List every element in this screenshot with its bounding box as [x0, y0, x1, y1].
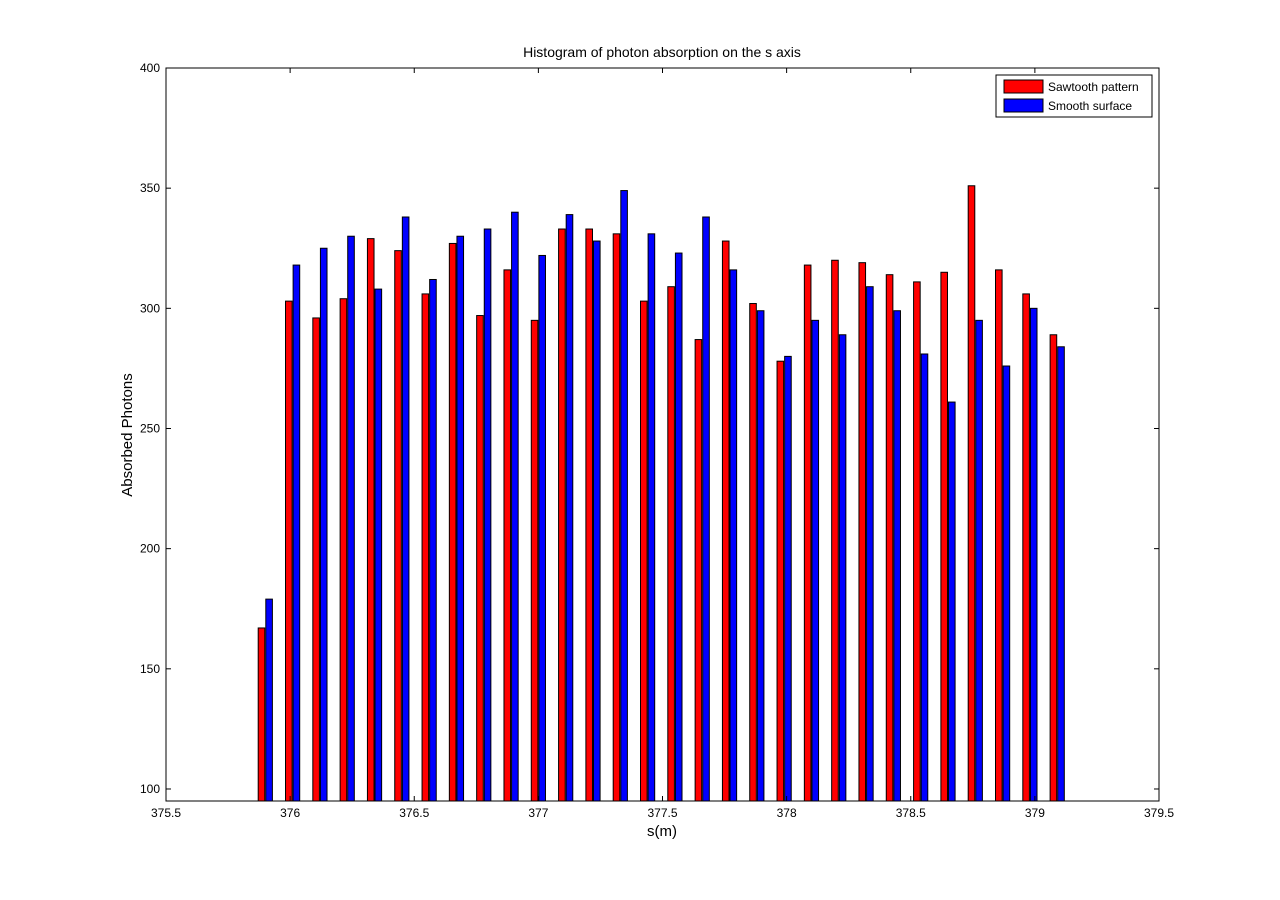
sawtooth-bar-23: [885, 274, 894, 802]
legend-label-sawtooth: Sawtooth pattern: [1048, 80, 1139, 94]
sawtooth-bar-16: [694, 339, 703, 802]
sawtooth-bar-15: [667, 286, 675, 802]
smooth-bar-29: [1057, 346, 1065, 802]
sawtooth-bar-19: [776, 360, 785, 802]
legend-swatch-sawtooth: [1003, 79, 1044, 94]
sawtooth-bar-27: [995, 269, 1003, 802]
x-tick-label-6: 378.5: [896, 806, 926, 820]
sawtooth-bar-21: [831, 259, 839, 802]
sawtooth-bar-17: [721, 240, 730, 802]
y-tick-label-5: 350: [140, 181, 160, 195]
sawtooth-bar-25: [940, 271, 948, 802]
smooth-bar-12: [592, 240, 601, 802]
sawtooth-bar-28: [1022, 293, 1030, 802]
smooth-bar-2: [319, 247, 328, 802]
sawtooth-bar-26: [967, 185, 976, 802]
x-tick-label-4: 377.5: [647, 806, 677, 820]
smooth-bar-6: [429, 278, 437, 802]
smooth-bar-16: [702, 216, 710, 802]
y-tick-label-4: 300: [140, 301, 160, 315]
sawtooth-bar-13: [612, 233, 621, 802]
y-axis-label: Absorbed Photons: [119, 373, 136, 496]
sawtooth-bar-9: [503, 269, 512, 802]
y-tick-label-3: 250: [140, 421, 160, 435]
smooth-bar-8: [483, 228, 492, 802]
y-tick-label-2: 200: [140, 542, 160, 556]
sawtooth-bar-0: [257, 627, 266, 802]
sawtooth-bar-7: [448, 242, 457, 802]
smooth-bar-15: [674, 252, 683, 802]
x-tick-label-5: 378: [777, 806, 797, 820]
sawtooth-bar-11: [558, 228, 566, 802]
bars-layer: [257, 185, 1065, 802]
y-tick-label-0: 100: [140, 782, 160, 796]
smooth-bar-19: [784, 355, 792, 802]
smooth-bar-0: [265, 598, 273, 802]
smooth-bar-1: [292, 264, 301, 802]
y-tick-label-1: 150: [140, 662, 160, 676]
smooth-bar-26: [975, 319, 983, 802]
smooth-bar-20: [811, 319, 820, 802]
smooth-bar-9: [511, 211, 519, 802]
smooth-bar-3: [347, 235, 355, 802]
sawtooth-bar-8: [476, 315, 484, 802]
smooth-bar-21: [838, 334, 847, 802]
sawtooth-bar-12: [585, 228, 593, 802]
smooth-bar-18: [756, 310, 765, 802]
sawtooth-bar-1: [285, 300, 293, 802]
smooth-bar-14: [647, 233, 656, 802]
chart-title: Histogram of photon absorption on the s …: [523, 44, 801, 60]
legend: Sawtooth pattern Smooth surface: [995, 74, 1153, 118]
smooth-bar-5: [401, 216, 410, 802]
sawtooth-bar-20: [803, 264, 812, 802]
sawtooth-bar-29: [1049, 334, 1058, 802]
sawtooth-bar-3: [339, 298, 348, 802]
sawtooth-bar-5: [394, 250, 402, 802]
x-tick-label-7: 379: [1025, 806, 1045, 820]
smooth-bar-25: [947, 401, 956, 802]
sawtooth-bar-24: [913, 281, 921, 802]
x-tick-label-3: 377: [528, 806, 548, 820]
sawtooth-bar-6: [421, 293, 430, 802]
smooth-bar-24: [920, 353, 929, 802]
sawtooth-bar-10: [530, 319, 539, 802]
legend-swatch-smooth: [1003, 98, 1044, 113]
smooth-bar-23: [893, 310, 901, 802]
smooth-bar-17: [729, 269, 738, 802]
x-tick-label-2: 376.5: [399, 806, 429, 820]
sawtooth-bar-14: [640, 300, 648, 802]
sawtooth-bar-18: [749, 303, 757, 802]
smooth-bar-4: [374, 288, 383, 802]
plot-frame: [165, 67, 1160, 802]
sawtooth-bar-2: [312, 317, 320, 802]
x-axis-label: s(m): [647, 823, 677, 840]
smooth-bar-11: [565, 214, 574, 802]
x-tick-label-8: 379.5: [1144, 806, 1174, 820]
smooth-bar-22: [866, 286, 874, 802]
smooth-bar-7: [456, 235, 465, 802]
ticks-layer: 375.5 376 376.5 377 377.5 378 378.5 379 379.5 100…: [140, 61, 1174, 820]
legend-label-smooth: Smooth surface: [1048, 99, 1132, 113]
smooth-bar-28: [1029, 307, 1038, 802]
sawtooth-bar-22: [858, 262, 867, 802]
x-tick-label-0: 375.5: [151, 806, 181, 820]
sawtooth-bar-4: [366, 238, 375, 802]
plot-area: [166, 68, 1159, 801]
x-tick-label-1: 376: [280, 806, 300, 820]
y-tick-label-6: 400: [140, 61, 160, 75]
smooth-bar-27: [1002, 365, 1011, 802]
smooth-bar-13: [620, 190, 628, 802]
smooth-bar-10: [538, 254, 546, 802]
